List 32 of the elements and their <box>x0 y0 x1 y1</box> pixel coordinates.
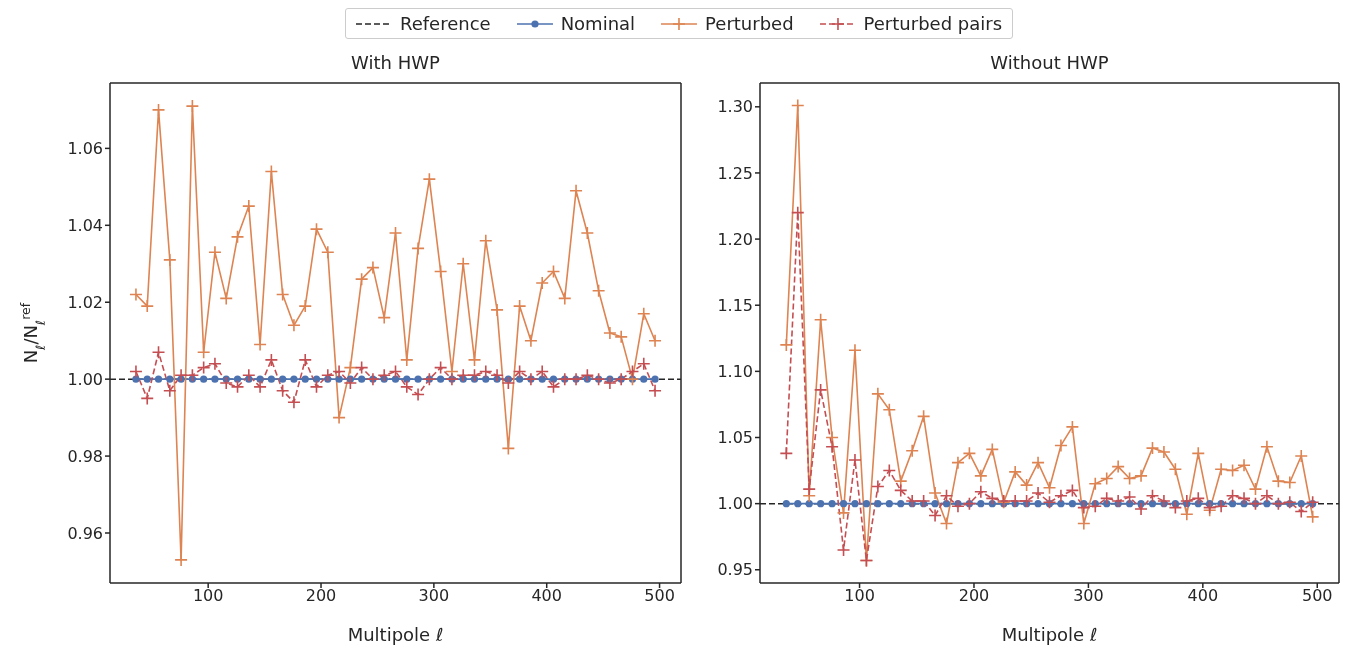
x-axis-title: Multipole ℓ <box>347 624 444 645</box>
x-tick-label: 200 <box>305 586 337 606</box>
y-tick-label: 1.06 <box>67 139 103 159</box>
x-tick-label: 400 <box>1187 586 1219 606</box>
y-tick-label: 0.96 <box>67 523 103 543</box>
chart-title: Without HWP <box>989 52 1110 73</box>
x-tick-label: 200 <box>958 586 990 606</box>
y-tick-label: 1.20 <box>717 229 753 249</box>
x-tick-label: 500 <box>644 586 675 606</box>
x-tick-label: 100 <box>192 586 224 606</box>
x-tick-label: 400 <box>531 586 562 606</box>
y-tick-label: 1.25 <box>717 163 753 183</box>
x-tick-label: 100 <box>844 586 875 606</box>
y-tick-label: 0.98 <box>67 446 103 466</box>
y-tick-label: 1.00 <box>67 369 103 389</box>
y-tick-label: 1.02 <box>67 292 103 312</box>
legend-label: Perturbed <box>705 13 794 34</box>
y-tick-label: 1.15 <box>717 295 753 315</box>
legend-label: Reference <box>399 13 491 34</box>
y-tick-label: 0.95 <box>717 560 753 580</box>
x-tick-label: 300 <box>1073 586 1104 606</box>
x-tick-label: 500 <box>1301 586 1333 606</box>
legend-label: Nominal <box>560 13 636 34</box>
y-tick-label: 1.10 <box>717 362 753 382</box>
y-tick-label: 1.00 <box>717 494 753 514</box>
x-tick-label: 300 <box>418 586 450 606</box>
y-tick-label: 1.04 <box>67 215 103 235</box>
y-tick-label: 1.05 <box>717 428 753 448</box>
legend-label: Perturbed pairs <box>863 13 1003 34</box>
x-axis-title: Multipole ℓ <box>1001 624 1098 645</box>
y-tick-label: 1.30 <box>717 97 753 117</box>
chart-title: With HWP <box>350 52 441 73</box>
